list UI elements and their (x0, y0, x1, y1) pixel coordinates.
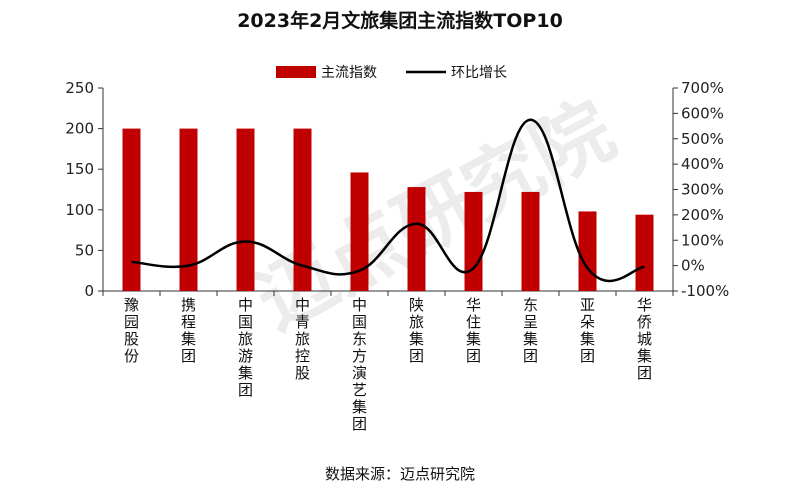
category-label-char: 豫 (124, 296, 139, 314)
category-label-char: 团 (580, 347, 595, 365)
legend-label-line: 环比增长 (451, 65, 507, 81)
category-label-char: 中 (352, 296, 367, 314)
category-labels: 豫园股份携程集团中国旅游集团中青旅控股中国东方演艺集团陕旅集团华住集团东呈集团亚… (124, 296, 652, 433)
category-label-char: 青 (295, 313, 310, 331)
y-tick-right-label: 200% (681, 206, 724, 224)
y-tick-right-label: 400% (681, 155, 724, 173)
bar (578, 211, 597, 291)
y-tick-left-label: 200 (65, 120, 94, 138)
category-label-char: 团 (352, 415, 367, 433)
category-label-char: 侨 (637, 313, 652, 331)
bar (179, 128, 198, 291)
bar (236, 128, 255, 291)
category-label-char: 国 (238, 313, 253, 331)
category-label-char: 程 (181, 313, 196, 331)
category-label-char: 团 (238, 381, 253, 399)
category-label-char: 方 (352, 347, 367, 365)
category-label-char: 国 (352, 313, 367, 331)
category-label-char: 演 (352, 364, 367, 382)
category-label-char: 携 (181, 296, 196, 314)
category-label-char: 团 (466, 347, 481, 365)
category-label-char: 东 (352, 330, 367, 348)
y-tick-right-label: -100% (681, 282, 729, 300)
bars (102, 128, 674, 296)
bar (521, 191, 540, 291)
bar (122, 128, 141, 291)
category-label-char: 呈 (523, 313, 538, 331)
category-label-char: 城 (637, 330, 652, 348)
category-label-char: 集 (523, 330, 538, 348)
category-label-char: 集 (637, 347, 652, 365)
category-label-char: 团 (637, 364, 652, 382)
y-tick-right-label: 600% (681, 104, 724, 122)
category-label-char: 住 (466, 313, 481, 331)
category-label-char: 中 (238, 296, 253, 314)
category-label-char: 集 (352, 398, 367, 416)
category-label-char: 集 (580, 330, 595, 348)
bar (293, 128, 312, 291)
bar (635, 214, 654, 291)
y-ticks-left: 0 50 100 150 200 250 (65, 79, 103, 300)
category-label-char: 股 (295, 364, 310, 382)
growth-line-path (131, 118, 645, 283)
y-tick-left-label: 150 (65, 160, 94, 178)
category-label-char: 亚 (580, 296, 595, 314)
category-label-char: 份 (124, 347, 139, 365)
category-label-char: 团 (181, 347, 196, 365)
category-label-char: 华 (466, 296, 481, 314)
bar (350, 172, 369, 291)
category-label-char: 陕 (409, 296, 424, 314)
chart-title: 2023年2月文旅集团主流指数TOP10 (237, 9, 563, 32)
category-label-char: 旅 (409, 313, 424, 331)
bar (407, 187, 426, 291)
category-label-char: 华 (637, 296, 652, 314)
category-label-char: 朵 (580, 313, 595, 331)
category-label-char: 团 (523, 347, 538, 365)
y-tick-right-label: 0% (681, 257, 705, 275)
category-label-char: 东 (523, 296, 538, 314)
category-label-char: 艺 (352, 381, 367, 399)
category-label-char: 集 (409, 330, 424, 348)
bar (464, 191, 483, 291)
category-label-char: 控 (295, 347, 310, 365)
category-label-char: 集 (466, 330, 481, 348)
category-label-char: 中 (295, 296, 310, 314)
legend-swatch-bar (276, 66, 316, 78)
legend: 主流指数 环比增长 (276, 65, 507, 81)
category-label-char: 集 (238, 364, 253, 382)
category-label-char: 旅 (238, 330, 253, 348)
source-note: 数据来源：迈点研究院 (325, 465, 475, 483)
y-tick-left-label: 250 (65, 79, 94, 97)
legend-label-bar: 主流指数 (321, 65, 377, 81)
y-tick-left-label: 100 (65, 201, 94, 219)
y-ticks-right: -100% 0% 100% 200% 300% 400% 500% 600% 700% (673, 79, 729, 300)
category-label-char: 园 (124, 313, 139, 331)
y-tick-right-label: 500% (681, 130, 724, 148)
category-label-char: 团 (409, 347, 424, 365)
y-tick-right-label: 300% (681, 181, 724, 199)
category-label-char: 股 (124, 330, 139, 348)
y-tick-right-label: 100% (681, 231, 724, 249)
category-label-char: 集 (181, 330, 196, 348)
y-tick-left-label: 0 (84, 282, 94, 300)
y-tick-right-label: 700% (681, 79, 724, 97)
growth-line (131, 118, 645, 283)
category-label-char: 旅 (295, 330, 310, 348)
category-label-char: 游 (238, 347, 253, 365)
y-tick-left-label: 50 (75, 241, 94, 259)
